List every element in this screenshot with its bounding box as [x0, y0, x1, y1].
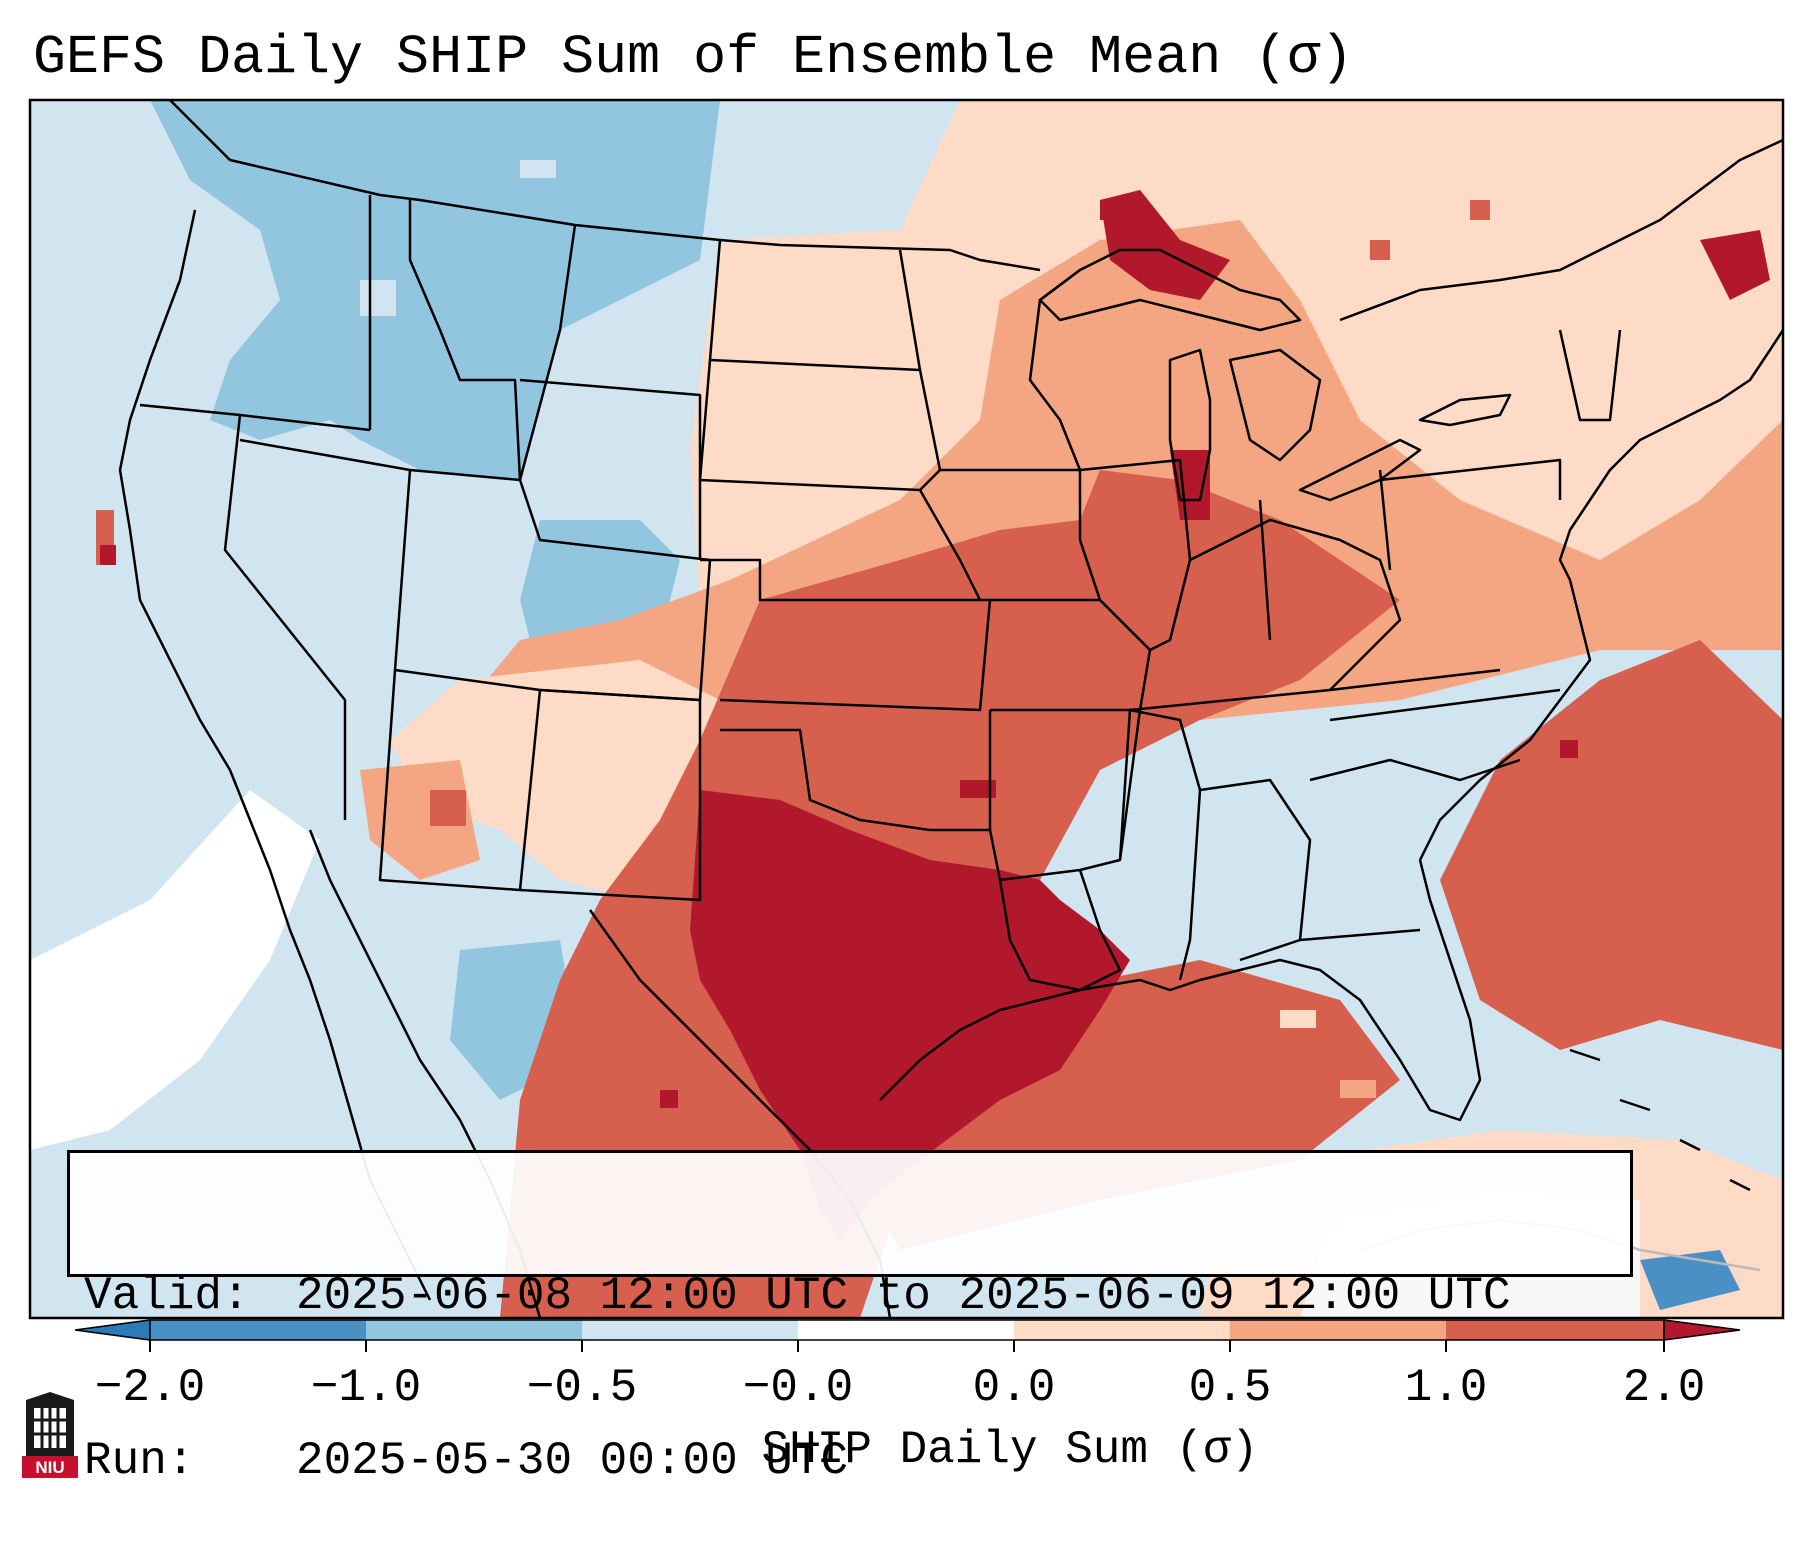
colorbar-bin-6	[1230, 1320, 1446, 1340]
colorbar-tick-label: −0.0	[742, 1362, 854, 1414]
state-line-ia-mo	[918, 470, 1102, 602]
state-line-ky-oh	[1189, 518, 1402, 691]
state-line-ga-fl	[1299, 928, 1421, 942]
valid-run-infobox: Valid: 2025-06-08 12:00 UTC to 2025-06-09…	[67, 1150, 1633, 1487]
canada-border	[169, 100, 1041, 272]
state-line-ne-ks	[700, 558, 980, 602]
colorbar-bin-2	[366, 1320, 582, 1340]
state-line-ks-ok	[719, 599, 992, 712]
state-line-ms-al	[1118, 708, 1202, 981]
lake-erie	[1298, 438, 1422, 502]
colorbar-bin-5	[1014, 1320, 1230, 1340]
blue-region-nw	[150, 100, 720, 480]
colorbar-tick-label: 0.0	[972, 1362, 1056, 1414]
colorbar-tick-label: −0.5	[526, 1362, 638, 1414]
blue-region-haiti	[1640, 1250, 1740, 1310]
logo-text: NIU	[35, 1458, 64, 1477]
state-line-oh-pa	[1378, 469, 1392, 571]
boundary-lines	[118, 100, 1783, 1318]
state-line-nc-sc	[1309, 758, 1521, 782]
run-label: Run:	[84, 1435, 195, 1487]
state-line-nm-tx	[519, 688, 702, 902]
speckles	[96, 160, 1578, 1108]
state-line-id-mt	[408, 200, 522, 481]
colorbar-title: SHIP Daily Sum (σ)	[761, 1424, 1259, 1476]
map-frame	[28, 98, 1785, 1320]
valid-line: Valid: 2025-06-08 12:00 UTC to 2025-06-09…	[84, 1269, 1616, 1324]
canada-border-east	[1339, 138, 1783, 322]
state-line-sd-ne	[698, 359, 941, 492]
colorbar-bin-1	[150, 1320, 366, 1340]
colorbar-bin-3	[582, 1320, 798, 1340]
pacific-coast	[118, 209, 432, 1301]
colorbar	[74, 1319, 1741, 1352]
state-line-al-ga	[1199, 778, 1312, 962]
state-line-northeast	[1558, 329, 1622, 422]
colorbar-tick-label: −1.0	[310, 1362, 422, 1414]
colorbar-tick-label: 1.0	[1404, 1362, 1488, 1414]
state-line-in-oh	[1258, 499, 1272, 641]
state-line-pa-ny	[1379, 458, 1562, 500]
colorbar-tick-label: 0.5	[1188, 1362, 1272, 1414]
colorbar-bin-7	[1446, 1320, 1664, 1340]
colorbar-tick-label: 2.0	[1622, 1362, 1706, 1414]
ship-field	[30, 100, 1783, 1318]
colorbar-frame	[149, 1319, 1665, 1341]
colorbar-tick-label: −2.0	[94, 1362, 206, 1414]
state-line-la	[998, 869, 1122, 992]
state-line-or-nv-ca	[223, 414, 347, 820]
lake-huron	[1228, 348, 1322, 462]
state-line-az-nm	[378, 669, 542, 892]
blue-region-florida	[1300, 880, 1390, 960]
state-line-mt-nd	[518, 224, 577, 481]
lake-superior	[1038, 248, 1302, 332]
bahamas-islands	[1569, 1048, 1751, 1192]
lake-ontario	[1418, 393, 1512, 427]
state-line-mo-ar	[990, 599, 1152, 712]
state-line-va-nc	[1329, 688, 1561, 722]
darkred-region-northeast	[1700, 230, 1770, 300]
run-line: Run: 2025-05-30 00:00 UTC	[84, 1434, 1616, 1489]
chart-title: GEFS Daily SHIP Sum of Ensemble Mean (σ)	[33, 26, 1354, 89]
ship-map	[28, 98, 1785, 1352]
gulf-coast	[879, 859, 1482, 1122]
state-line-mn	[898, 249, 1082, 472]
valid-value: 2025-06-08 12:00 UTC to 2025-06-09 12:00…	[296, 1270, 1511, 1322]
colorbar-ticks	[149, 1340, 1665, 1352]
run-value: 2025-05-30 00:00 UTC	[296, 1435, 849, 1487]
valid-label: Valid:	[84, 1270, 250, 1322]
niu-logo: NIU	[22, 1392, 78, 1478]
white-region-pacific	[30, 790, 320, 1150]
colorbar-extend-high	[1663, 1319, 1741, 1341]
atlantic-coast	[1418, 329, 1783, 861]
darkred-region-texas	[690, 790, 1130, 1240]
state-line-wy	[519, 378, 702, 560]
colorbar-bin-4	[798, 1320, 1014, 1340]
pink-region-southwest	[390, 660, 720, 900]
lake-michigan	[1168, 348, 1212, 502]
darkred-region-lakes	[1100, 190, 1230, 300]
